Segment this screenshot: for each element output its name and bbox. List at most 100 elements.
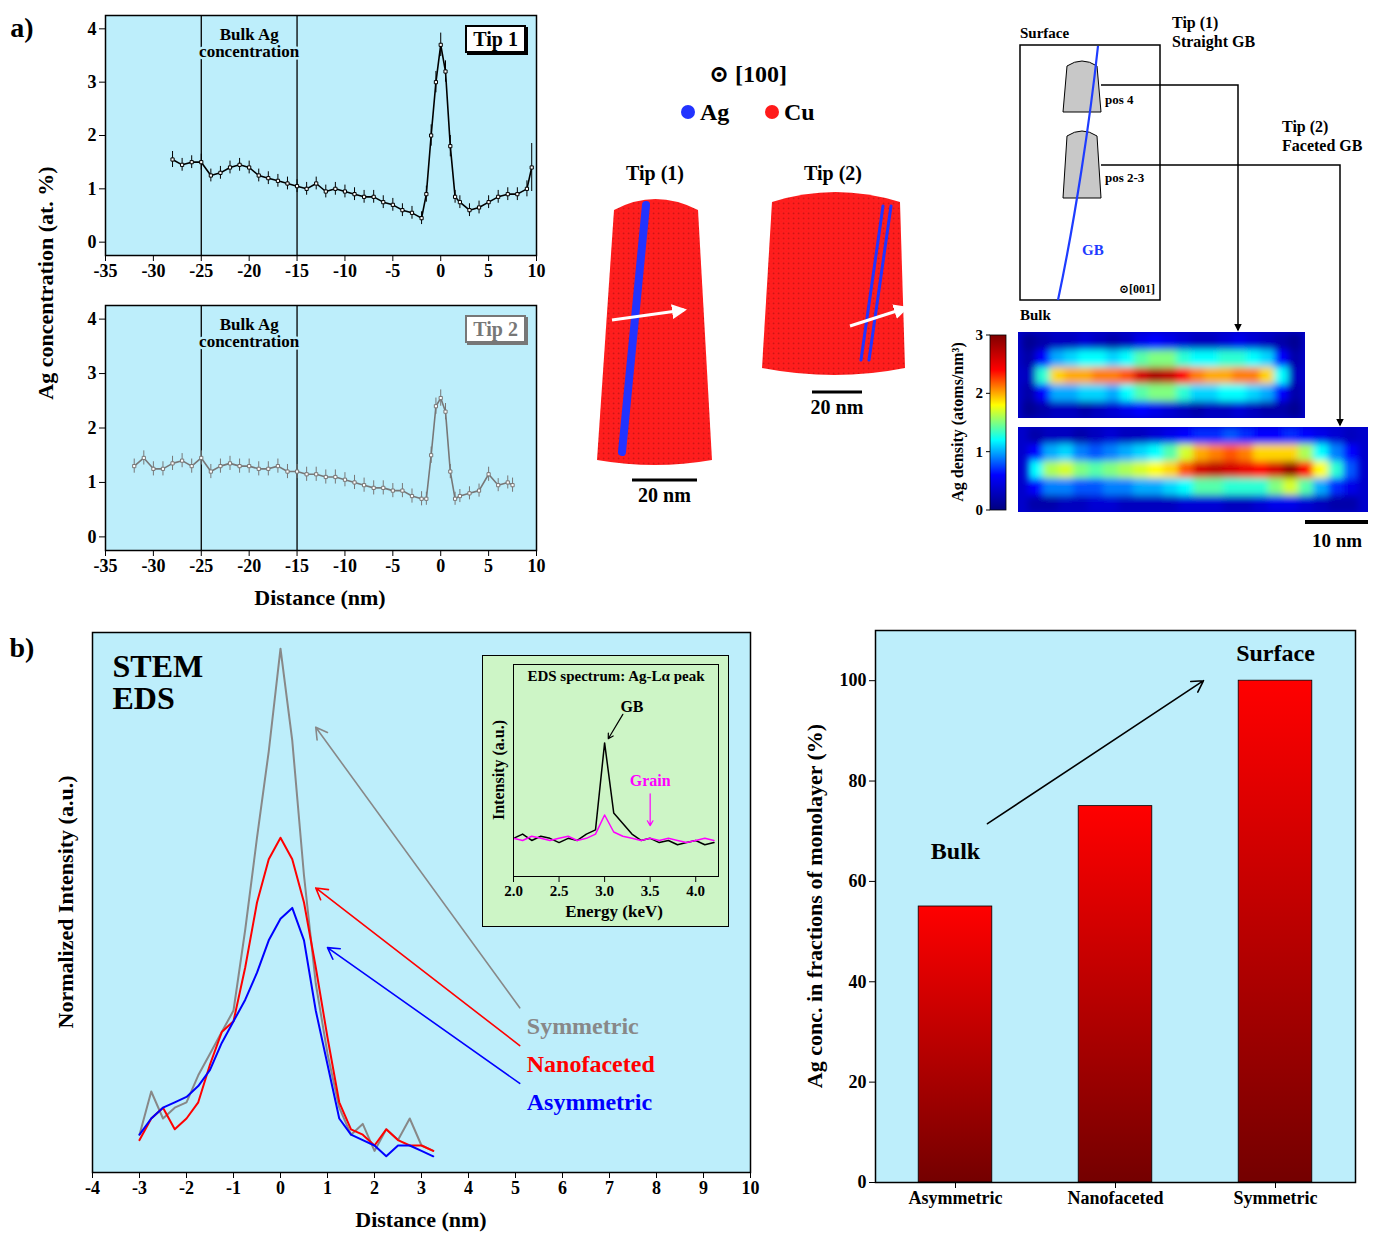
svg-text:-10: -10 [333, 261, 357, 281]
svg-text:20: 20 [849, 1072, 867, 1092]
svg-text:10: 10 [742, 1178, 760, 1198]
svg-text:0: 0 [436, 556, 445, 576]
svg-text:5: 5 [484, 261, 493, 281]
svg-text:Symmetric: Symmetric [1234, 1188, 1318, 1208]
svg-text:-30: -30 [141, 556, 165, 576]
svg-text:Bulk: Bulk [1020, 307, 1052, 323]
svg-text:-5: -5 [385, 556, 400, 576]
html-text:Normalized Intensity (a.u.): Normalized Intensity (a.u.) [53, 775, 78, 1029]
svg-text:⊙ [100]: ⊙ [100] [709, 61, 787, 87]
svg-text:0: 0 [88, 527, 97, 547]
svg-text:3.5: 3.5 [641, 883, 660, 899]
svg-text:1: 1 [976, 444, 984, 460]
svg-text:Bulk Agconcentration: Bulk Agconcentration [199, 315, 300, 351]
svg-text:-1: -1 [226, 1178, 241, 1198]
svg-text:-5: -5 [385, 261, 400, 281]
html-text:Tip 1: Tip 1 [473, 28, 518, 50]
svg-text:3: 3 [417, 1178, 426, 1198]
svg-text:Symmetric: Symmetric [527, 1013, 639, 1039]
svg-text:-4: -4 [85, 1178, 100, 1198]
svg-text:10: 10 [528, 556, 546, 576]
svg-text:GB: GB [620, 698, 643, 715]
svg-text:Tip (1): Tip (1) [626, 162, 684, 185]
svg-text:-20: -20 [237, 556, 261, 576]
svg-text:Bulk: Bulk [931, 838, 981, 864]
svg-text:2: 2 [370, 1178, 379, 1198]
svg-text:⊙[001]: ⊙[001] [1119, 282, 1155, 296]
html-text:a): a) [10, 12, 34, 43]
svg-text:-10: -10 [333, 556, 357, 576]
svg-text:2: 2 [976, 385, 984, 401]
svg-text:1: 1 [88, 472, 97, 492]
svg-text:Asymmetric: Asymmetric [527, 1089, 653, 1115]
svg-text:-25: -25 [189, 261, 213, 281]
svg-text:8: 8 [652, 1178, 661, 1198]
svg-text:5: 5 [484, 556, 493, 576]
svg-text:-2: -2 [179, 1178, 194, 1198]
html-text:Ag conc. in fractions of monol: Ag conc. in fractions of monolayer (%) [802, 723, 827, 1089]
svg-text:Tip (1): Tip (1) [1172, 14, 1218, 32]
svg-text:2.5: 2.5 [550, 883, 569, 899]
svg-text:-25: -25 [189, 556, 213, 576]
svg-text:pos 2-3: pos 2-3 [1105, 170, 1145, 185]
svg-text:STEMEDS: STEMEDS [113, 648, 204, 716]
svg-text:Grain: Grain [630, 772, 671, 789]
svg-text:1: 1 [323, 1178, 332, 1198]
svg-text:4.0: 4.0 [686, 883, 705, 899]
svg-text:40: 40 [849, 972, 867, 992]
svg-text:2: 2 [88, 125, 97, 145]
html-text:Ag concentration (at. %): Ag concentration (at. %) [33, 166, 58, 400]
svg-text:7: 7 [605, 1178, 614, 1198]
svg-text:60: 60 [849, 871, 867, 891]
svg-text:3: 3 [88, 72, 97, 92]
svg-text:0: 0 [88, 232, 97, 252]
svg-text:80: 80 [849, 771, 867, 791]
svg-text:EDS spectrum: Ag-Lα peak: EDS spectrum: Ag-Lα peak [527, 668, 705, 684]
svg-text:-15: -15 [285, 261, 309, 281]
svg-text:GB: GB [1082, 242, 1104, 258]
svg-text:-35: -35 [94, 556, 118, 576]
svg-text:Nanofaceted: Nanofaceted [527, 1051, 656, 1077]
svg-text:20 nm: 20 nm [811, 396, 864, 418]
svg-text:-30: -30 [141, 261, 165, 281]
svg-text:Nanofaceted: Nanofaceted [1068, 1188, 1164, 1208]
html-text:Distance (nm): Distance (nm) [254, 585, 386, 610]
svg-text:4: 4 [88, 309, 97, 329]
svg-text:0: 0 [276, 1178, 285, 1198]
svg-text:Surface: Surface [1020, 25, 1069, 41]
svg-text:4: 4 [464, 1178, 473, 1198]
svg-text:Straight GB: Straight GB [1172, 33, 1255, 51]
svg-text:Cu: Cu [784, 99, 815, 125]
svg-text:2.0: 2.0 [504, 883, 523, 899]
svg-text:Tip (2): Tip (2) [804, 162, 862, 185]
svg-text:-35: -35 [94, 261, 118, 281]
svg-text:-3: -3 [132, 1178, 147, 1198]
svg-text:Asymmetric: Asymmetric [909, 1188, 1003, 1208]
html-text:Distance (nm): Distance (nm) [355, 1207, 487, 1232]
svg-text:9: 9 [699, 1178, 708, 1198]
svg-text:0: 0 [858, 1172, 867, 1192]
html-text:b): b) [9, 632, 35, 663]
svg-text:3.0: 3.0 [595, 883, 614, 899]
svg-text:5: 5 [511, 1178, 520, 1198]
svg-text:Surface: Surface [1236, 640, 1315, 666]
svg-text:Faceted GB: Faceted GB [1282, 137, 1363, 154]
svg-text:10 nm: 10 nm [1312, 530, 1362, 551]
svg-text:Ag: Ag [700, 99, 729, 125]
svg-text:3: 3 [976, 327, 984, 343]
svg-text:10: 10 [528, 261, 546, 281]
svg-text:100: 100 [840, 670, 867, 690]
svg-text:3: 3 [88, 363, 97, 383]
svg-text:20 nm: 20 nm [638, 484, 691, 506]
svg-text:0: 0 [436, 261, 445, 281]
svg-text:0: 0 [976, 502, 984, 518]
svg-text:-20: -20 [237, 261, 261, 281]
svg-text:pos 4: pos 4 [1105, 92, 1134, 107]
svg-text:6: 6 [558, 1178, 567, 1198]
svg-text:-15: -15 [285, 556, 309, 576]
svg-text:4: 4 [88, 19, 97, 39]
svg-text:Tip (2): Tip (2) [1282, 118, 1328, 136]
svg-text:Bulk Agconcentration: Bulk Agconcentration [199, 25, 300, 61]
svg-text:1: 1 [88, 179, 97, 199]
svg-text:2: 2 [88, 418, 97, 438]
